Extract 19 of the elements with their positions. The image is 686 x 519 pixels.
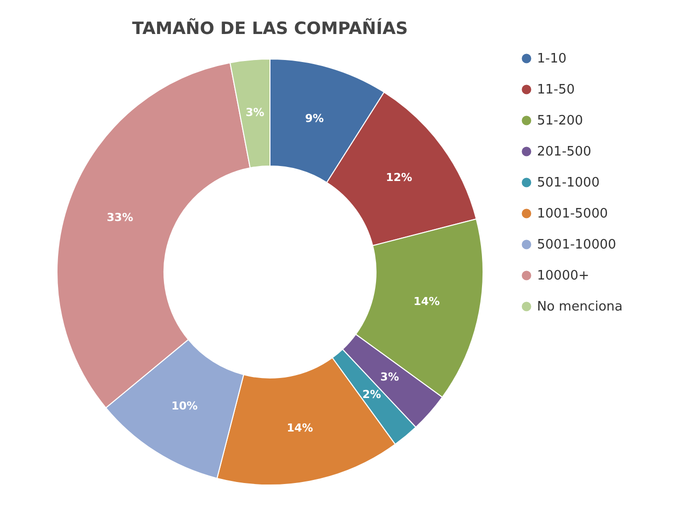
legend-label: 5001-10000 (537, 238, 616, 252)
data-label: 14% (286, 422, 314, 435)
data-label: 3% (246, 106, 264, 120)
data-label: 14% (414, 294, 440, 308)
data-label: 12% (386, 171, 412, 184)
legend-label: 1001-5000 (537, 206, 608, 222)
legend-label: 51-200 (537, 114, 584, 128)
legend-label: 10000+ (537, 268, 590, 284)
legend-label: 11-50 (537, 82, 575, 98)
data-label: 9% (305, 112, 324, 125)
data-label: 33% (106, 210, 134, 224)
data-label: 2% (362, 388, 382, 401)
legend-label: No menciona (537, 300, 623, 314)
data-label: 10% (171, 400, 198, 413)
data-label: 3% (380, 370, 399, 384)
chart-title: TAMAÑO DE LAS COMPAÑÍAS (132, 18, 408, 39)
legend-label: 201-500 (537, 144, 592, 160)
legend-label: 1-10 (537, 52, 567, 66)
legend-label: 501-1000 (537, 176, 600, 190)
